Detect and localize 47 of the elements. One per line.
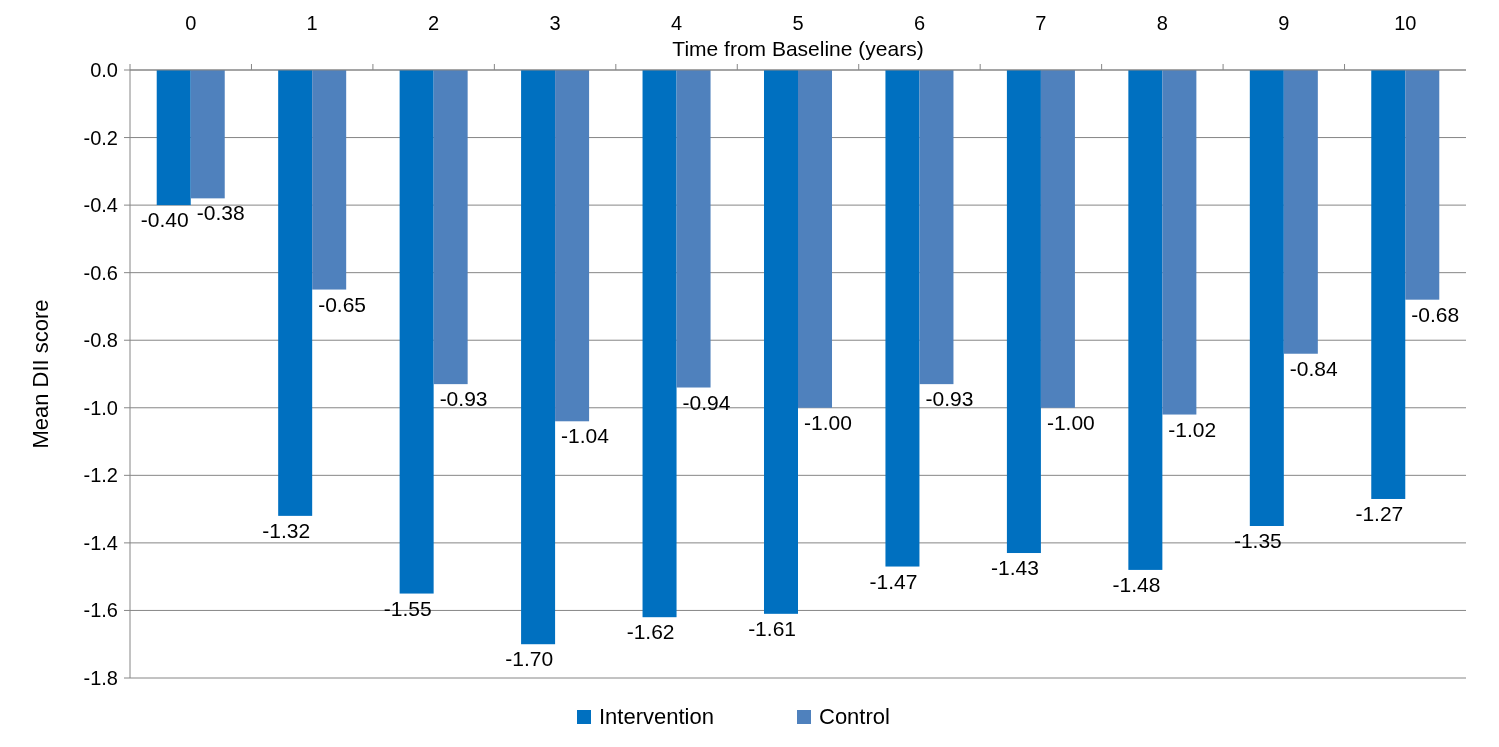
x-tick-label: 0 — [185, 12, 197, 34]
y-axis-title: Mean DII score — [28, 299, 53, 449]
data-label: -1.32 — [262, 518, 311, 542]
data-label: -1.70 — [505, 647, 554, 671]
y-tick-label: -0.8 — [83, 329, 118, 352]
legend-label: Control — [819, 704, 890, 729]
data-label: -0.65 — [318, 292, 367, 316]
data-label: -0.38 — [196, 201, 245, 225]
x-axis-title: Time from Baseline (years) — [672, 37, 924, 60]
x-tick-label: 10 — [1394, 12, 1417, 34]
data-label: -0.84 — [1289, 356, 1338, 380]
y-tick-label: -0.6 — [83, 261, 118, 284]
data-label: -1.00 — [1046, 410, 1095, 434]
y-tick-label: 0.0 — [90, 59, 118, 81]
x-tick-label: 7 — [1035, 12, 1047, 34]
x-tick-label: 5 — [792, 12, 804, 34]
data-label: -0.94 — [682, 390, 731, 414]
y-tick-label: -1.6 — [83, 599, 118, 622]
y-tick-label: -1.2 — [83, 464, 118, 487]
data-label: -1.48 — [1112, 572, 1161, 596]
y-tick-label: -0.2 — [83, 126, 118, 149]
data-label: -0.93 — [925, 387, 974, 411]
x-tick-label: 9 — [1278, 12, 1290, 34]
data-label: -1.35 — [1233, 529, 1282, 552]
x-tick-label: 1 — [306, 12, 318, 34]
data-label: -1.62 — [626, 620, 675, 644]
x-tick-label: 6 — [913, 12, 926, 34]
data-label: -1.00 — [804, 410, 852, 434]
x-tick-label: 2 — [428, 12, 440, 34]
data-label: -1.55 — [383, 596, 432, 620]
data-label: -1.27 — [1355, 501, 1404, 525]
x-tick-label: 8 — [1156, 12, 1168, 34]
x-tick-label: 3 — [549, 12, 561, 34]
data-label: -0.68 — [1411, 302, 1460, 326]
data-label: -1.47 — [869, 569, 918, 593]
y-tick-label: -1.8 — [83, 667, 118, 689]
legend-label: Intervention — [599, 704, 714, 729]
data-label: -1.02 — [1168, 417, 1217, 441]
data-label: -1.43 — [991, 556, 1039, 580]
y-tick-label: -0.4 — [83, 194, 118, 217]
data-label: -0.93 — [439, 387, 488, 411]
x-tick-label: 4 — [670, 12, 683, 34]
data-label: -1.04 — [561, 424, 610, 448]
y-tick-label: -1.4 — [83, 531, 118, 554]
data-label: -0.40 — [140, 208, 189, 232]
y-tick-label: -1.0 — [83, 396, 118, 419]
data-label: -1.61 — [748, 616, 796, 640]
